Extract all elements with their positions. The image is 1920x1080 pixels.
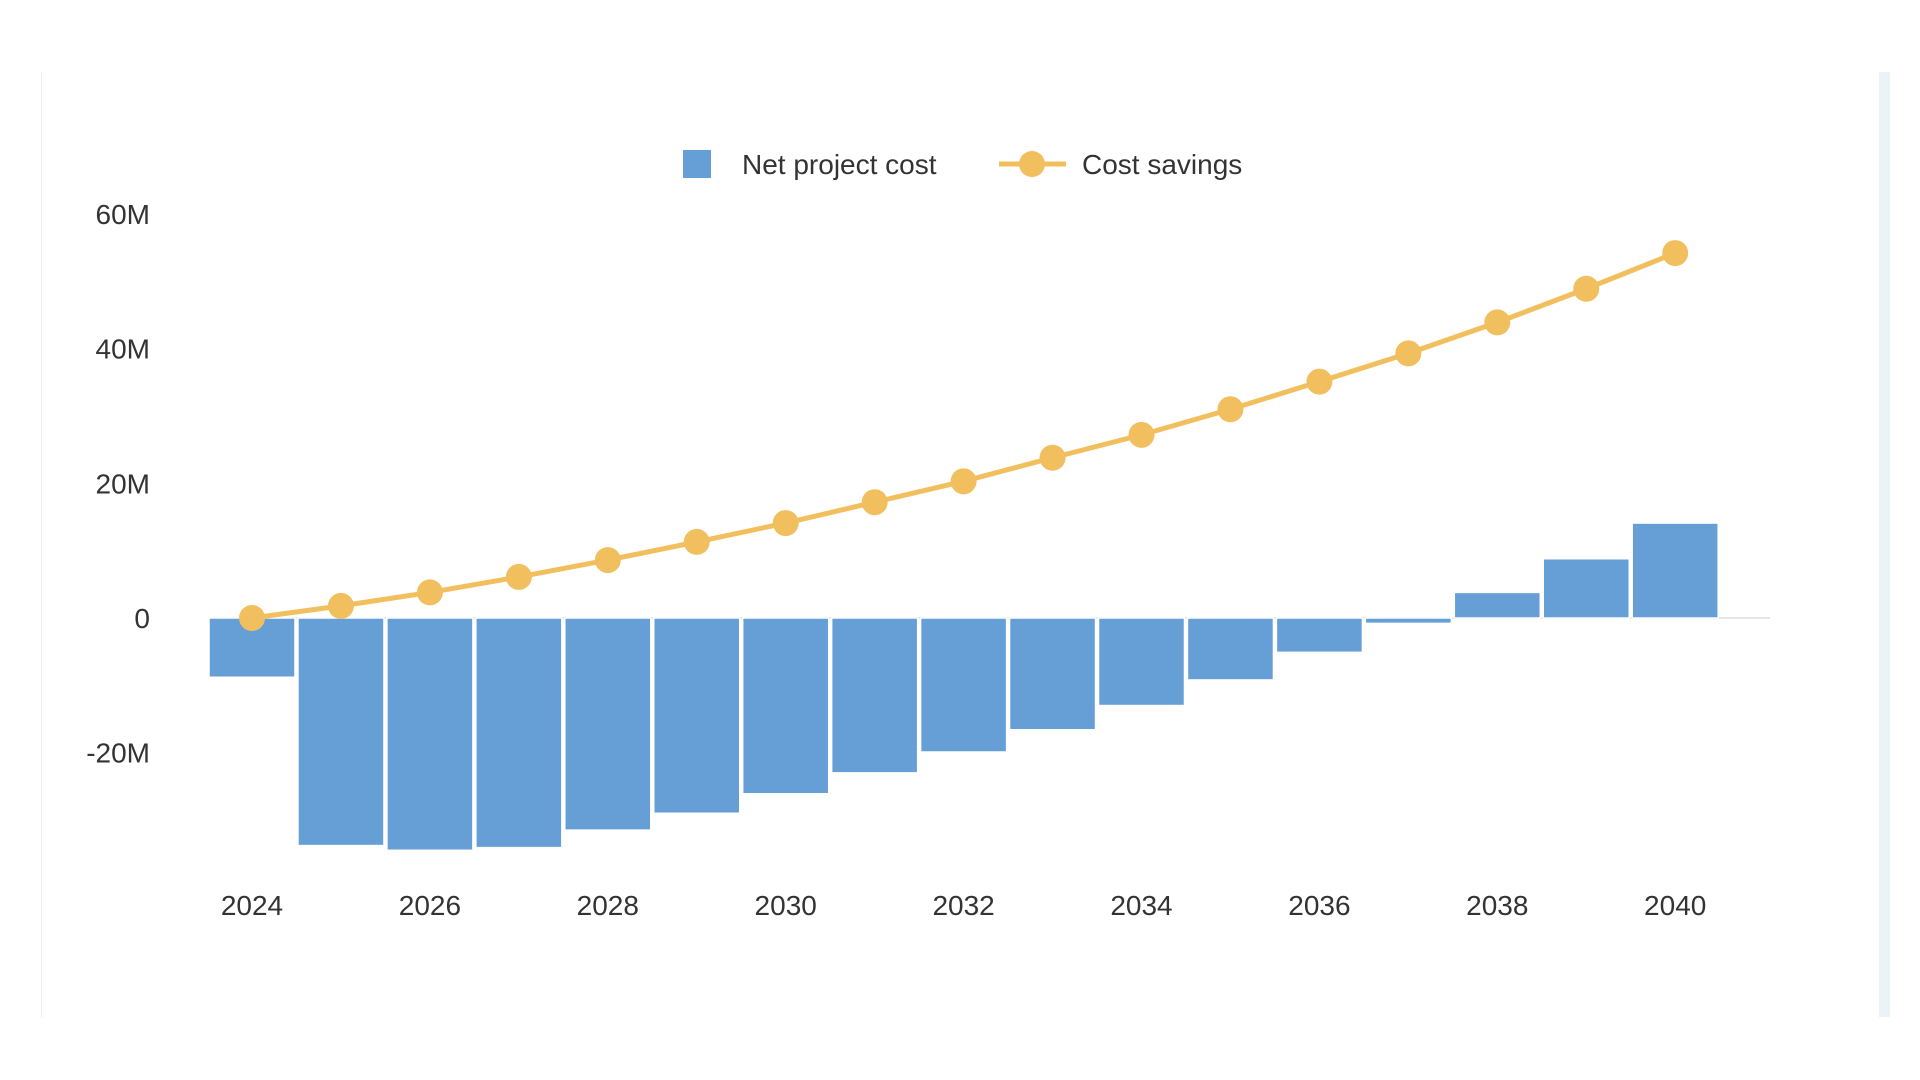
x-tick-label: 2034 <box>1110 890 1172 921</box>
bar <box>1631 522 1719 619</box>
line-point <box>239 605 265 631</box>
line-point <box>505 563 532 590</box>
bar <box>1453 591 1542 619</box>
line-point <box>327 592 354 619</box>
right-edge-strip <box>1879 72 1890 1017</box>
y-tick-label: 40M <box>96 334 150 365</box>
y-tick-label: 20M <box>96 468 150 499</box>
x-tick-label: 2024 <box>221 890 283 921</box>
legend-label-net-project-cost[interactable]: Net project cost <box>742 149 937 180</box>
cost-savings-line <box>239 240 1689 631</box>
bar <box>919 617 1008 753</box>
bar <box>564 617 652 831</box>
x-tick-label: 2030 <box>755 890 817 921</box>
bar <box>741 617 830 795</box>
line-point <box>1039 444 1066 471</box>
line-point <box>1573 275 1600 302</box>
bar <box>1364 617 1453 625</box>
y-tick-label: -20M <box>86 738 150 769</box>
line-point <box>1217 396 1244 423</box>
chart-panel: 60M 40M 20M 0 -20M 2024 2026 2028 2030 2032 2034 2… <box>41 72 1880 1017</box>
net-project-cost-bars <box>208 522 1719 852</box>
x-tick-label: 2032 <box>932 890 994 921</box>
x-tick-label: 2036 <box>1288 890 1350 921</box>
y-tick-label: 0 <box>134 603 150 634</box>
x-axis-ticks: 2024 2026 2028 2030 2032 2034 2036 2038 2040 <box>221 890 1706 921</box>
y-axis-ticks: 60M 40M 20M 0 -20M <box>86 199 150 769</box>
line-point <box>594 547 621 574</box>
line-point <box>1484 309 1511 336</box>
line-point <box>416 579 443 606</box>
cost-savings-line-path <box>251 250 1677 621</box>
bar <box>1186 617 1275 681</box>
bar <box>297 617 385 847</box>
x-tick-label: 2040 <box>1644 890 1706 921</box>
x-tick-label: 2028 <box>577 890 639 921</box>
bar <box>1542 557 1630 619</box>
bar <box>475 617 563 849</box>
x-tick-label: 2038 <box>1466 890 1528 921</box>
line-point <box>861 489 888 516</box>
x-tick-label: 2026 <box>399 890 461 921</box>
line-point <box>1395 340 1422 367</box>
line-point <box>1128 421 1155 448</box>
legend-label-cost-savings[interactable]: Cost savings <box>1082 149 1242 180</box>
bar <box>1275 617 1364 654</box>
legend[interactable]: Net project cost Cost savings <box>683 149 1242 180</box>
line-point <box>772 510 799 537</box>
legend-marker-cost-savings[interactable] <box>1019 151 1045 177</box>
bar <box>1097 617 1186 707</box>
line-point <box>683 528 710 555</box>
bar <box>653 617 741 815</box>
bar <box>386 617 474 852</box>
bar <box>830 617 919 774</box>
line-point <box>1306 368 1333 395</box>
line-point <box>1662 240 1689 267</box>
line-point <box>950 468 977 495</box>
bar <box>1008 617 1097 731</box>
legend-swatch-net-project-cost[interactable] <box>683 150 711 178</box>
y-tick-label: 60M <box>96 199 150 230</box>
